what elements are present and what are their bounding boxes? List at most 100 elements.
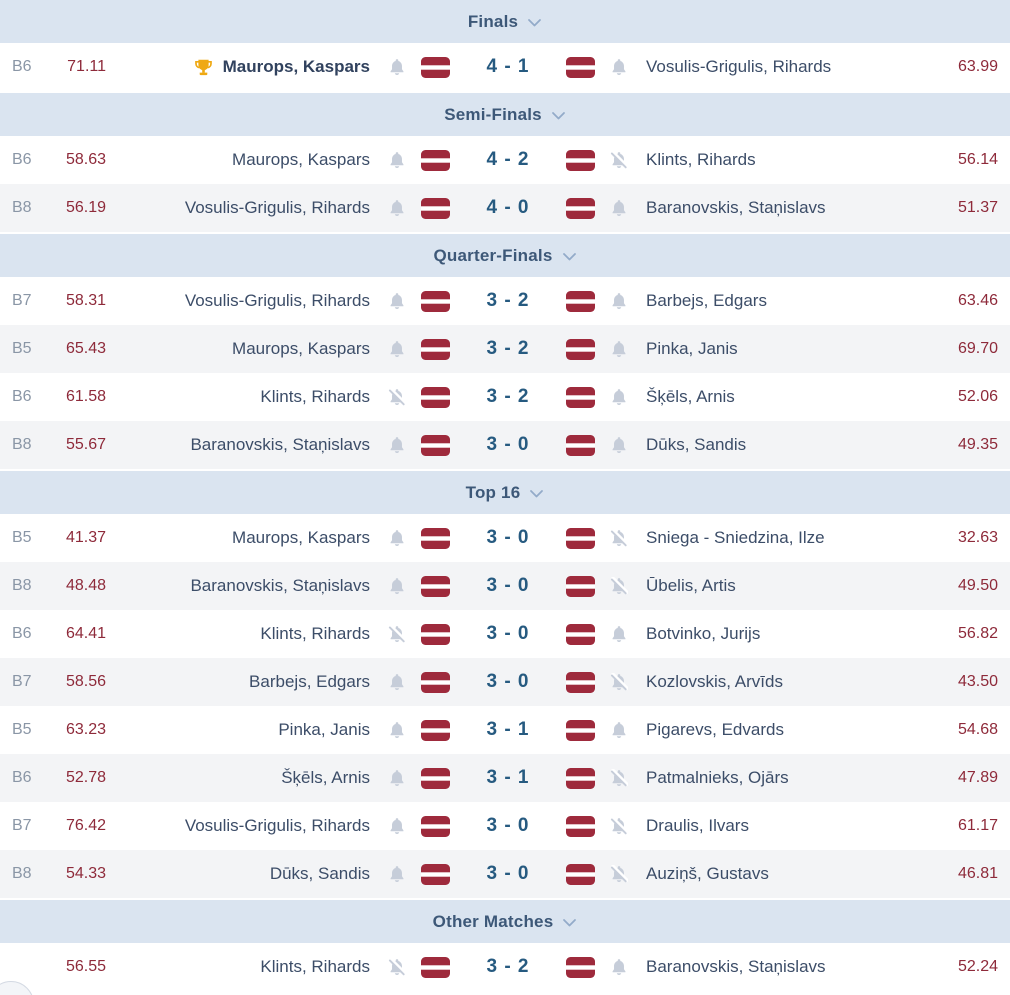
bell-icon[interactable] <box>610 436 628 455</box>
bell-muted-icon[interactable] <box>610 672 628 692</box>
player-left[interactable]: Maurops, Kaspars <box>106 339 388 359</box>
bell-icon[interactable] <box>388 673 406 692</box>
board-label: B8 <box>12 577 32 594</box>
latvia-flag-icon <box>421 671 450 693</box>
player-left[interactable]: Dūks, Sandis <box>106 864 388 884</box>
bell-icon[interactable] <box>610 292 628 311</box>
player-right[interactable]: Baranovskis, Staņislavs <box>628 957 910 977</box>
player-right[interactable]: Botvinko, Jurijs <box>628 624 910 644</box>
player-left[interactable]: Baranovskis, Staņislavs <box>106 435 388 455</box>
bell-icon[interactable] <box>388 151 406 170</box>
bell-icon[interactable] <box>388 436 406 455</box>
latvia-flag-icon <box>566 434 595 456</box>
player-right-name: Pigarevs, Edvards <box>646 720 784 739</box>
player-right-name: Sniega - Sniedzina, Ilze <box>646 528 825 547</box>
bell-icon[interactable] <box>388 340 406 359</box>
player-left[interactable]: Vosulis-Grigulis, Rihards <box>106 816 388 836</box>
board-label: B7 <box>12 673 32 690</box>
round-header[interactable]: Quarter-Finals <box>0 234 1010 277</box>
player-left[interactable]: Klints, Rihards <box>106 957 388 977</box>
player-left[interactable]: Maurops, Kaspars <box>106 528 388 548</box>
player-right[interactable]: Kozlovskis, Arvīds <box>628 672 910 692</box>
player-left[interactable]: Vosulis-Grigulis, Rihards <box>106 198 388 218</box>
match-row: B6 52.78 Šķēls, Arnis <box>0 754 1010 802</box>
player-right[interactable]: Dūks, Sandis <box>628 435 910 455</box>
bell-icon[interactable] <box>388 58 406 77</box>
section-rows: B7 58.31 Vosulis-Grigulis, Rihards <box>0 277 1010 469</box>
bell-icon[interactable] <box>388 199 406 218</box>
match-row: B6 71.11 Maurops, Kaspars <box>0 43 1010 91</box>
match-score: 4 - 0 <box>486 197 530 218</box>
player-right[interactable]: Šķēls, Arnis <box>628 387 910 407</box>
average-right: 54.68 <box>957 721 998 738</box>
bell-muted-icon[interactable] <box>388 387 406 407</box>
player-right[interactable]: Pinka, Janis <box>628 339 910 359</box>
bell-icon[interactable] <box>610 721 628 740</box>
bell-muted-icon[interactable] <box>610 576 628 596</box>
board-label: B8 <box>12 865 32 882</box>
bell-muted-icon[interactable] <box>610 864 628 884</box>
player-left-name: Vosulis-Grigulis, Rihards <box>184 291 370 310</box>
player-right[interactable]: Auziņš, Gustavs <box>628 864 910 884</box>
bell-icon[interactable] <box>610 958 628 977</box>
player-right-name: Šķēls, Arnis <box>646 387 735 406</box>
round-title: Semi-Finals <box>444 104 542 124</box>
average-right: 69.70 <box>957 340 998 357</box>
bell-icon[interactable] <box>388 865 406 884</box>
latvia-flag-icon <box>566 767 595 789</box>
player-left[interactable]: Klints, Rihards <box>106 624 388 644</box>
round-section: Other Matches 56.55 Klints, Rihards <box>0 900 1010 991</box>
match-score: 3 - 2 <box>486 386 530 407</box>
player-right[interactable]: Baranovskis, Staņislavs <box>628 198 910 218</box>
match-row: B6 58.63 Maurops, Kaspars <box>0 136 1010 184</box>
bell-muted-icon[interactable] <box>610 150 628 170</box>
round-header[interactable]: Semi-Finals <box>0 93 1010 136</box>
player-left-name: Dūks, Sandis <box>269 864 370 883</box>
player-right[interactable]: Klints, Rihards <box>628 150 910 170</box>
round-header[interactable]: Finals <box>0 0 1010 43</box>
player-right[interactable]: Vosulis-Grigulis, Rihards <box>628 57 910 77</box>
player-left[interactable]: Pinka, Janis <box>106 720 388 740</box>
player-left[interactable]: Šķēls, Arnis <box>106 768 388 788</box>
average-left: 55.67 <box>65 436 106 453</box>
bell-icon[interactable] <box>388 529 406 548</box>
bell-icon[interactable] <box>388 292 406 311</box>
player-left[interactable]: Barbejs, Edgars <box>106 672 388 692</box>
bell-muted-icon[interactable] <box>388 624 406 644</box>
player-left[interactable]: Klints, Rihards <box>106 387 388 407</box>
bell-muted-icon[interactable] <box>610 768 628 788</box>
bell-icon[interactable] <box>388 721 406 740</box>
bell-icon[interactable] <box>610 58 628 77</box>
player-right[interactable]: Sniega - Sniedzina, Ilze <box>628 528 910 548</box>
bell-icon[interactable] <box>610 199 628 218</box>
player-left[interactable]: Vosulis-Grigulis, Rihards <box>106 291 388 311</box>
bell-icon[interactable] <box>388 577 406 596</box>
player-left[interactable]: Maurops, Kaspars <box>106 150 388 170</box>
player-right[interactable]: Draulis, Ilvars <box>628 816 910 836</box>
match-score: 3 - 0 <box>486 434 530 455</box>
player-right[interactable]: Pigarevs, Edvards <box>628 720 910 740</box>
match-row: B5 41.37 Maurops, Kaspars <box>0 514 1010 562</box>
player-left[interactable]: Baranovskis, Staņislavs <box>106 576 388 596</box>
average-right: 56.82 <box>957 625 998 642</box>
player-right[interactable]: Ūbelis, Artis <box>628 576 910 596</box>
bell-icon[interactable] <box>610 388 628 407</box>
player-right-name: Botvinko, Jurijs <box>646 624 761 643</box>
latvia-flag-icon <box>421 623 450 645</box>
bell-icon[interactable] <box>388 817 406 836</box>
round-header[interactable]: Top 16 <box>0 471 1010 514</box>
player-right[interactable]: Patmalnieks, Ojārs <box>628 768 910 788</box>
average-left: 56.19 <box>65 199 106 216</box>
latvia-flag-icon <box>566 575 595 597</box>
player-right-name: Barbejs, Edgars <box>646 291 767 310</box>
bell-icon[interactable] <box>610 340 628 359</box>
round-title: Finals <box>467 11 519 31</box>
player-left[interactable]: Maurops, Kaspars <box>106 57 388 77</box>
bell-icon[interactable] <box>388 769 406 788</box>
bell-icon[interactable] <box>610 625 628 644</box>
round-header[interactable]: Other Matches <box>0 900 1010 943</box>
bell-muted-icon[interactable] <box>388 957 406 977</box>
player-right[interactable]: Barbejs, Edgars <box>628 291 910 311</box>
bell-muted-icon[interactable] <box>610 528 628 548</box>
bell-muted-icon[interactable] <box>610 816 628 836</box>
